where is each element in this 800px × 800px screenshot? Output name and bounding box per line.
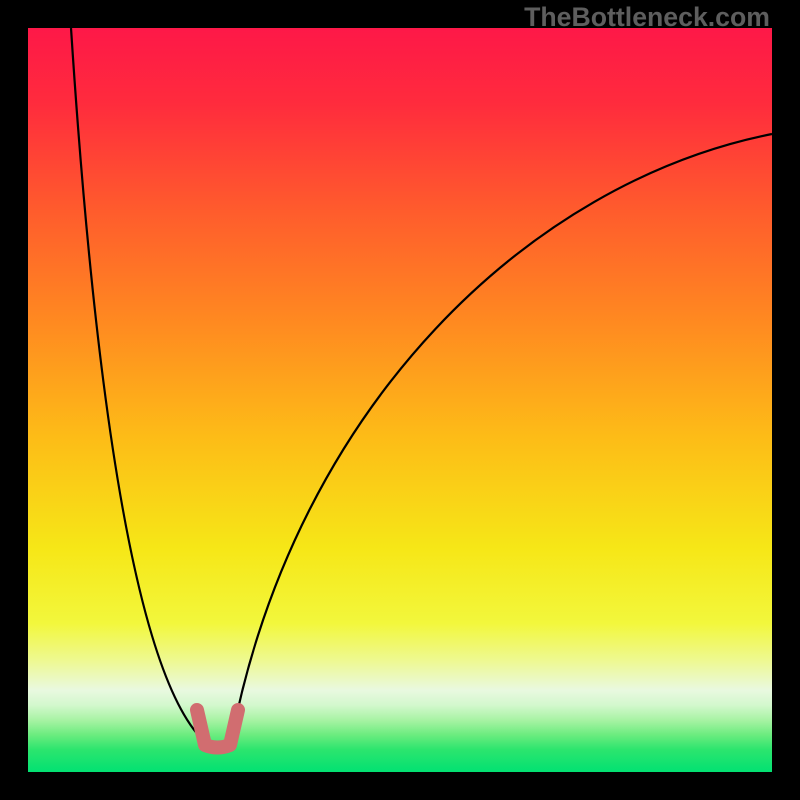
- chart-curves-layer: [0, 0, 800, 800]
- chart-frame: TheBottleneck.com: [0, 0, 800, 800]
- watermark-text: TheBottleneck.com: [524, 2, 770, 33]
- bottleneck-curve-right: [232, 134, 772, 737]
- optimal-range-marker: [197, 710, 238, 748]
- bottleneck-curve-left: [71, 28, 200, 737]
